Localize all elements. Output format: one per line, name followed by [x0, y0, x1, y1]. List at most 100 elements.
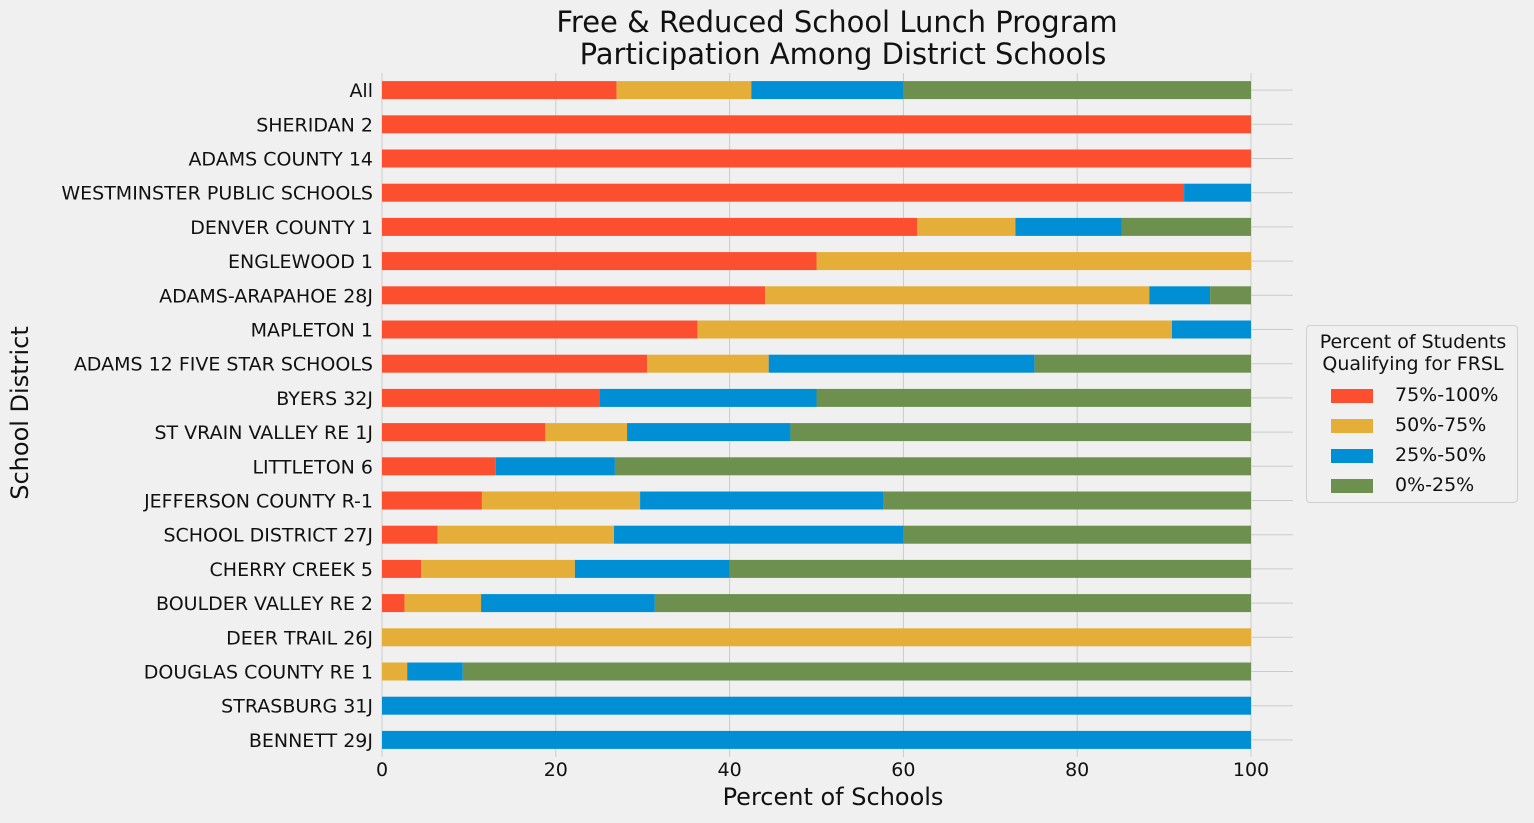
bar-segment [751, 81, 904, 100]
y-tick-label: DENVER COUNTY 1 [190, 217, 373, 239]
y-tick-label: ST VRAIN VALLEY RE 1J [154, 422, 373, 444]
legend-swatch-25-50 [1331, 449, 1373, 463]
bar-segment [382, 696, 1251, 715]
bar-segment [640, 491, 884, 510]
x-tick-label: 0 [376, 759, 388, 781]
legend-title: Percent of Students Qualifying for FRSL [1307, 331, 1519, 375]
bar-segment [462, 662, 1251, 681]
y-tick-label: ADAMS-ARAPAHOE 28J [159, 285, 373, 307]
y-tick-label: ENGLEWOOD 1 [228, 251, 373, 273]
bar-segment [407, 662, 463, 681]
y-tick-label: DEER TRAIL 26J [226, 627, 373, 649]
bar-segment [382, 183, 1185, 202]
bar-segment [1121, 217, 1251, 236]
y-tick-label: SHERIDAN 2 [256, 114, 373, 136]
bar-segment [616, 81, 752, 100]
legend-label-0-25: 0%-25% [1395, 474, 1475, 496]
y-tick-label: ADAMS COUNTY 14 [188, 149, 373, 171]
x-axis-label: Percent of Schools [723, 783, 944, 811]
bar-segment [404, 594, 482, 613]
legend-swatch-50-75 [1331, 419, 1373, 433]
bar-segment [574, 559, 730, 578]
bar-segment [437, 525, 615, 544]
bar-segment [382, 354, 648, 373]
bar-segment [654, 594, 1251, 613]
bar-segment [382, 81, 617, 100]
bar-segment [545, 423, 628, 442]
bar-segment [382, 252, 817, 271]
y-axis-label: School District [6, 326, 34, 500]
labels-layer: Free & Reduced School Lunch Program Part… [6, 5, 1269, 811]
bar-segment [421, 559, 575, 578]
bar-segment [382, 149, 1251, 168]
bar-segment [816, 252, 1251, 271]
bar-segment [382, 286, 766, 305]
chart-title-line-2: Participation Among District Schools [580, 37, 1107, 71]
y-tick-label: WESTMINSTER PUBLIC SCHOOLS [61, 183, 373, 205]
bar-segment [599, 388, 817, 407]
bar-segment [495, 457, 615, 476]
y-tick-label: CHERRY CREEK 5 [210, 559, 373, 581]
y-tick-label: LITTLETON 6 [252, 456, 373, 478]
legend-title-line-1: Percent of Students [1319, 331, 1507, 353]
legend-label-25-50: 25%-50% [1395, 444, 1487, 466]
legend-swatch-75-100 [1331, 389, 1373, 403]
bar-segment [382, 559, 422, 578]
grid-layer [381, 73, 1293, 757]
bar-segment [768, 354, 1035, 373]
y-tick-label: STRASBURG 31J [221, 696, 373, 718]
y-tick-label: BOULDER VALLEY RE 2 [156, 593, 373, 615]
bar-segment [382, 388, 600, 407]
bar-segment [382, 423, 546, 442]
bar-segment [816, 388, 1251, 407]
bar-segment [481, 594, 655, 613]
bar-segment [382, 457, 496, 476]
legend-label-50-75: 50%-75% [1395, 414, 1487, 436]
legend-label-75-100: 75%-100% [1395, 384, 1499, 406]
bar-segment [382, 491, 482, 510]
y-tick-label: All [349, 80, 373, 102]
bar-segment [382, 662, 408, 681]
bar-segment [614, 525, 904, 544]
bar-segment [627, 423, 791, 442]
bar-segment [382, 594, 405, 613]
bar-segment [382, 628, 1251, 647]
bar-segment [382, 730, 1251, 749]
bar-segment [903, 81, 1251, 100]
bar-segment [1015, 217, 1122, 236]
y-tick-label: BENNETT 29J [249, 730, 373, 752]
bar-segment [1184, 183, 1251, 202]
y-tick-label: BYERS 32J [276, 388, 373, 410]
chart-title-line-1: Free & Reduced School Lunch Program [556, 5, 1117, 39]
bar-segment [382, 115, 1251, 134]
x-tick-label: 60 [891, 759, 915, 781]
legend-title-line-2: Qualifying for FRSL [1322, 353, 1504, 375]
bar-segment [1171, 320, 1251, 339]
y-tick-label: MAPLETON 1 [251, 320, 373, 342]
bar-segment [903, 525, 1251, 544]
legend-swatch-0-25 [1331, 479, 1373, 493]
x-tick-label: 40 [718, 759, 742, 781]
bar-segment [382, 320, 698, 339]
bar-segment [790, 423, 1251, 442]
legend: Percent of Students Qualifying for FRSL … [1306, 325, 1518, 503]
bar-segment [647, 354, 769, 373]
y-tick-label: SCHOOL DISTRICT 27J [163, 525, 373, 547]
y-tick-label: DOUGLAS COUNTY RE 1 [144, 662, 373, 684]
bar-segment [697, 320, 1172, 339]
bar-segment [1149, 286, 1211, 305]
bar-segment [917, 217, 1016, 236]
bar-segment [883, 491, 1251, 510]
bar-segment [382, 217, 918, 236]
y-tick-label: ADAMS 12 FIVE STAR SCHOOLS [74, 354, 373, 376]
bar-segment [1210, 286, 1251, 305]
bar-segment [614, 457, 1251, 476]
bar-segment [382, 525, 438, 544]
bar-segment [481, 491, 641, 510]
x-tick-label: 100 [1233, 759, 1269, 781]
x-tick-label: 20 [544, 759, 568, 781]
bar-segment [1034, 354, 1251, 373]
x-tick-label: 80 [1065, 759, 1089, 781]
